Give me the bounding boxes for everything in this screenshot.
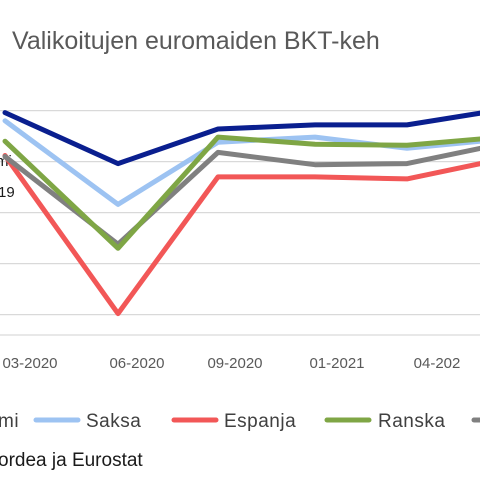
x-axis-ticks: 03-2020 06-2020 09-2020 01-2021 04-202 <box>2 355 460 372</box>
legend-label-0: mi <box>0 411 19 432</box>
x-tick-label-3: 01-2021 <box>309 355 364 372</box>
series-line-3 <box>2 134 480 251</box>
series-line-0 <box>2 110 480 167</box>
series-line-2 <box>2 153 480 317</box>
legend: mi Saksa Espanja Ranska <box>0 411 480 432</box>
x-tick-label-2: 09-2020 <box>207 355 262 372</box>
y-axis-label-line-2: 19 <box>0 184 15 201</box>
x-tick-label-1: 06-2020 <box>109 355 164 372</box>
x-tick-label-4: 04-202 <box>414 355 461 372</box>
chart-title: Valikoitujen euromaiden BKT-keh <box>12 27 380 55</box>
legend-label-3: Ranska <box>378 411 445 432</box>
x-tick-label-0: 03-2020 <box>2 355 57 372</box>
legend-label-2: Espanja <box>224 411 296 432</box>
series-line-4 <box>2 145 480 247</box>
series-lines <box>2 110 480 317</box>
source-note: ordea ja Eurostat <box>0 450 143 471</box>
legend-label-1: Saksa <box>86 411 141 432</box>
